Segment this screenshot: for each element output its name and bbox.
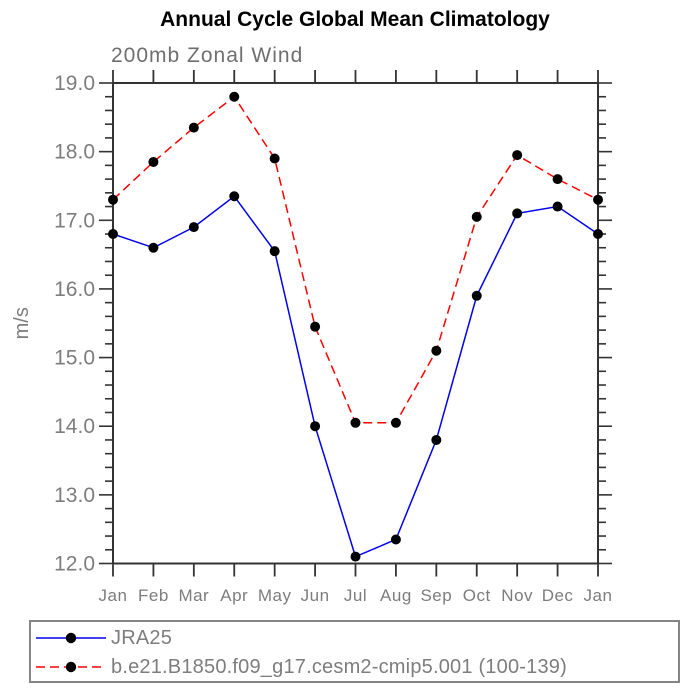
x-tick-label: Jul — [344, 586, 367, 605]
series-markers-cesm2 — [108, 91, 603, 428]
data-point-marker — [350, 417, 361, 428]
data-point-marker — [148, 242, 159, 253]
series-line-jra25 — [112, 195, 599, 558]
data-point-marker — [512, 208, 523, 219]
data-point-marker — [552, 201, 563, 212]
x-tick-label: Sep — [420, 586, 452, 605]
legend-box: JRA25 b.e21.B1850.f09_g17.cesm2-cmip5.00… — [29, 620, 680, 683]
x-axis-ticks — [112, 70, 599, 577]
y-axis-labels: 12.0 13.0 14.0 15.0 16.0 17.0 18.0 19.0 — [54, 72, 95, 576]
chart-subtitle: 200mb Zonal Wind — [111, 44, 304, 67]
legend-label: b.e21.B1850.f09_g17.cesm2-cmip5.001 (100… — [111, 655, 567, 678]
y-tick-label: 19.0 — [54, 72, 95, 95]
legend-entry-cesm2: b.e21.B1850.f09_g17.cesm2-cmip5.001 (100… — [35, 652, 678, 681]
data-point-marker — [148, 156, 159, 167]
x-tick-label: Mar — [178, 586, 209, 605]
data-point-marker — [188, 222, 199, 233]
y-tick-label: 12.0 — [54, 553, 95, 576]
data-point-marker — [593, 229, 603, 240]
data-point-marker — [390, 417, 401, 428]
data-point-marker — [431, 345, 442, 356]
data-point-marker — [229, 191, 240, 202]
y-axis-unit-label: m/s — [11, 307, 33, 339]
x-tick-label: Jan — [584, 586, 613, 605]
data-point-marker — [269, 153, 280, 164]
x-tick-label: Feb — [138, 586, 169, 605]
legend-swatch-solid-line — [36, 632, 106, 643]
x-axis-labels: Jan Feb Mar Apr May Jun Jul Aug Sep Oct Nov Dec Jan — [99, 586, 613, 605]
data-point-marker — [512, 150, 523, 161]
series-markers-jra25 — [108, 191, 603, 562]
data-point-marker — [108, 194, 118, 205]
x-tick-label: Aug — [380, 586, 412, 605]
axis-box — [112, 82, 599, 565]
y-tick-label: 17.0 — [54, 209, 95, 232]
legend-swatch-dashed-line — [36, 661, 106, 672]
y-tick-label: 15.0 — [54, 347, 95, 370]
legend-marker-dot — [65, 661, 77, 672]
legend-label: JRA25 — [111, 626, 173, 649]
data-point-marker — [310, 321, 321, 332]
y-tick-label: 18.0 — [54, 141, 95, 164]
data-point-marker — [593, 194, 603, 205]
data-point-marker — [471, 211, 482, 222]
data-point-marker — [188, 122, 199, 133]
x-tick-label: Oct — [463, 586, 491, 605]
x-tick-label: May — [258, 586, 292, 605]
x-tick-label: Dec — [542, 586, 574, 605]
legend-entry-jra25: JRA25 — [35, 623, 678, 652]
data-point-marker — [431, 434, 442, 445]
x-tick-label: Nov — [501, 586, 533, 605]
data-point-marker — [552, 174, 563, 185]
data-point-marker — [108, 229, 118, 240]
data-point-marker — [350, 551, 361, 562]
data-point-marker — [229, 91, 240, 102]
legend-marker-dot — [65, 632, 77, 643]
y-tick-label: 16.0 — [54, 278, 95, 301]
x-tick-label: Jun — [301, 586, 330, 605]
x-tick-label: Jan — [99, 586, 128, 605]
data-point-marker — [310, 421, 321, 432]
y-tick-label: 13.0 — [54, 484, 95, 507]
data-point-marker — [471, 290, 482, 301]
chart-title: Annual Cycle Global Mean Climatology — [160, 8, 550, 31]
y-tick-label: 14.0 — [54, 415, 95, 438]
data-point-marker — [390, 534, 401, 545]
series-line-cesm2 — [112, 95, 599, 424]
plot-area: Jan Feb Mar Apr May Jun Jul Aug Sep Oct Nov Dec Jan1… — [11, 70, 613, 605]
y-axis-ticks — [99, 82, 612, 565]
x-tick-label: Apr — [220, 586, 248, 605]
data-point-marker — [269, 246, 280, 257]
